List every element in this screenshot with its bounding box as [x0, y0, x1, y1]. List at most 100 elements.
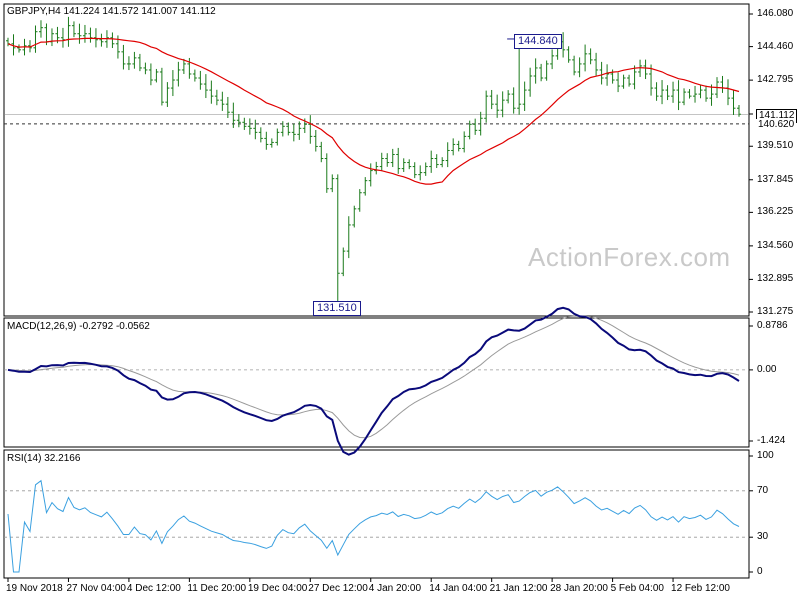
candle — [418, 165, 423, 181]
candle — [313, 130, 318, 152]
candle — [511, 87, 516, 114]
candle — [363, 177, 368, 196]
candle — [231, 102, 236, 128]
candle — [390, 148, 395, 168]
candle — [605, 64, 610, 86]
candle — [368, 163, 373, 187]
candle — [572, 55, 577, 76]
rsi-ytick-label: 70 — [757, 484, 769, 496]
xtick-label: 11 Dec 20:00 — [187, 583, 247, 594]
candle — [473, 118, 478, 135]
candle — [643, 59, 648, 80]
price-ytick-label: 144.460 — [757, 40, 794, 52]
watermark-text: ActionForex.com — [528, 242, 731, 272]
candle — [143, 62, 148, 75]
candle — [280, 121, 285, 137]
candle — [522, 81, 527, 111]
rsi-ytick-label: 30 — [757, 531, 769, 543]
macd-line — [7, 306, 740, 456]
price-ytick-label: 142.795 — [757, 74, 794, 86]
xtick-label: 12 Feb 12:00 — [671, 583, 730, 594]
candle — [198, 70, 203, 90]
candle — [374, 161, 379, 175]
candle — [429, 150, 434, 173]
candle — [627, 74, 632, 87]
candle — [357, 189, 362, 212]
candle — [682, 88, 687, 106]
xtick-label: 27 Nov 04:00 — [66, 583, 126, 594]
candle — [275, 128, 280, 146]
candle — [456, 140, 461, 152]
rsi-panel-title: RSI(14) 32.2166 — [7, 453, 81, 464]
macd-panel-title: MACD(12,26,9) -0.2792 -0.0562 — [7, 321, 150, 332]
macd-ytick-label: -1.424 — [757, 435, 786, 446]
candle — [401, 158, 406, 172]
candle — [654, 82, 659, 101]
candle — [539, 63, 544, 82]
rsi-ytick-label: 100 — [757, 450, 774, 461]
candle — [566, 46, 571, 63]
candle — [550, 49, 555, 70]
price-panel-frame — [3, 3, 750, 317]
candle — [220, 91, 225, 111]
candle — [121, 44, 126, 70]
candle — [665, 85, 670, 101]
candle — [335, 174, 340, 308]
rsi-line — [7, 479, 740, 573]
candle — [638, 59, 643, 77]
candle — [583, 44, 588, 72]
candle — [704, 85, 709, 102]
candle — [264, 131, 269, 150]
candle — [341, 247, 346, 277]
candle — [467, 120, 472, 140]
candle — [533, 58, 538, 84]
candle — [82, 24, 87, 43]
candle — [445, 142, 450, 168]
candle — [599, 61, 604, 85]
candle — [500, 91, 505, 118]
candle — [484, 90, 489, 123]
candle — [319, 141, 324, 163]
candle — [594, 52, 599, 76]
candle — [451, 138, 456, 156]
candle — [412, 162, 417, 179]
candle — [396, 147, 401, 174]
candle — [528, 67, 533, 97]
candle — [247, 118, 252, 135]
candle — [286, 122, 291, 136]
rsi-ytick-label: 0 — [757, 566, 763, 577]
candle — [478, 111, 483, 136]
price-ytick-label: 134.560 — [757, 239, 794, 251]
candle — [110, 32, 115, 49]
candle — [544, 60, 549, 81]
xtick-label: 4 Dec 12:00 — [126, 583, 181, 594]
candle — [159, 67, 164, 106]
candle — [77, 23, 82, 44]
candle — [181, 58, 186, 74]
candle — [297, 121, 302, 140]
candle — [148, 63, 153, 86]
candle — [203, 74, 208, 99]
candle — [346, 216, 351, 259]
candle — [517, 38, 522, 115]
candle — [440, 157, 445, 168]
candle — [93, 28, 98, 48]
candle — [88, 27, 93, 43]
candle — [671, 81, 676, 103]
xtick-label: 28 Jan 20:00 — [550, 583, 608, 594]
price-ytick-label: 146.080 — [757, 8, 794, 19]
xtick-label: 4 Jan 20:00 — [368, 583, 422, 594]
candle — [330, 174, 335, 193]
xtick-label: 19 Nov 2018 — [6, 583, 63, 594]
candle — [352, 205, 357, 228]
candle — [291, 123, 296, 142]
candle — [165, 82, 170, 107]
candle — [214, 89, 219, 106]
candle — [242, 117, 247, 130]
xtick-label: 19 Dec 04:00 — [247, 583, 308, 594]
candle — [225, 96, 230, 119]
price-panel-title: GBPJPY,H4 141.224 141.572 141.007 141.11… — [7, 6, 216, 17]
candle — [253, 119, 258, 140]
candle — [236, 114, 241, 128]
